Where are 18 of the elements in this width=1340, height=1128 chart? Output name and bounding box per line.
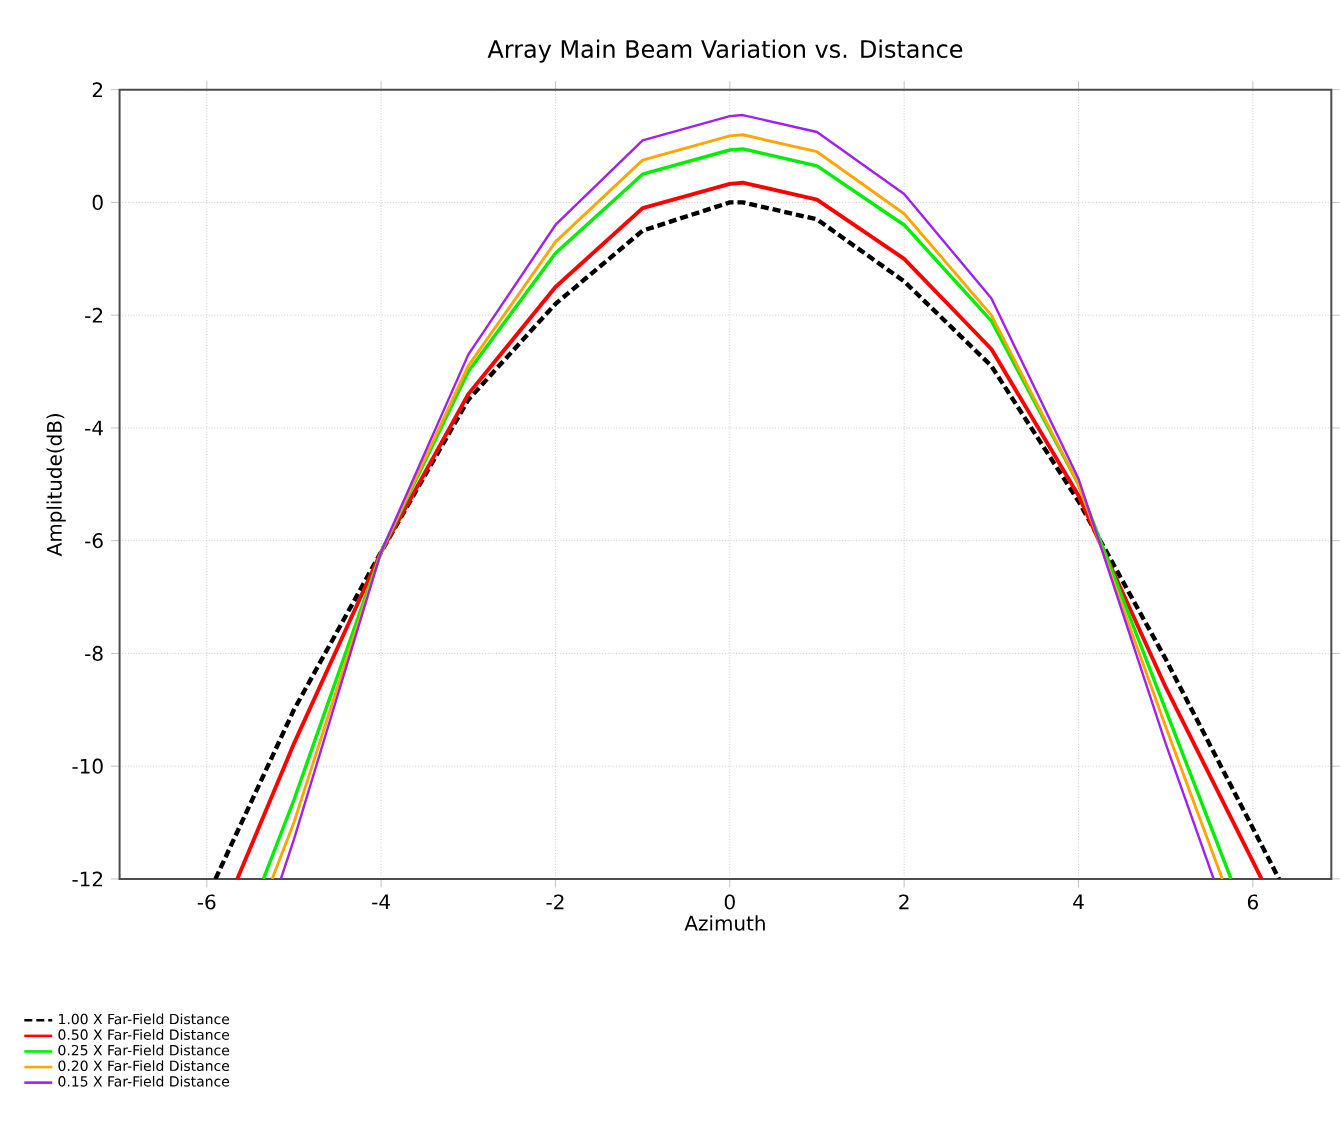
x-tick-label: 2 (899, 894, 909, 910)
x-tick-label: -2 (546, 894, 564, 910)
x-tick-label: 6 (1247, 894, 1258, 910)
y-axis-title: Amplitude(dB) (46, 414, 66, 557)
y-tick-label: -6 (85, 533, 103, 549)
y-tick-label: 0 (92, 194, 103, 210)
x-tick-label: 4 (1073, 894, 1084, 909)
x-tick-label: -6 (197, 894, 216, 910)
y-tick-label: -10 (72, 758, 103, 774)
x-axis-title: Azimuth (684, 915, 765, 931)
y-tick-label: 2 (92, 82, 103, 98)
x-tick-label: 0 (724, 894, 735, 910)
y-tick-label: -4 (85, 420, 103, 436)
chart-title: Array Main Beam Variation vs. Distance (487, 39, 963, 63)
y-tick-label: -8 (85, 645, 103, 661)
y-tick-label: -2 (85, 307, 103, 323)
y-tick-label: -12 (72, 871, 103, 887)
x-tick-label: -4 (372, 894, 390, 909)
